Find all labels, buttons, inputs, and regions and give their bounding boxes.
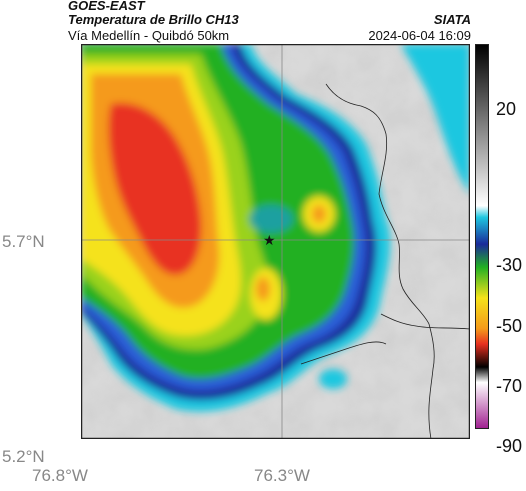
map-frame xyxy=(81,44,470,439)
colorbar-tick-minus50: -50 xyxy=(496,316,523,336)
timestamp-label: 2024-06-04 16:09 xyxy=(368,28,471,43)
lat-label-5-2: 5.2°N xyxy=(2,447,45,466)
lat-label-5-7: 5.7°N xyxy=(2,232,45,251)
satellite-title: GOES-EAST xyxy=(68,0,145,13)
colorbar-tick-minus30: -30 xyxy=(496,255,523,275)
product-title: Temperatura de Brillo CH13 xyxy=(68,12,239,27)
brightness-temperature-map: ★ xyxy=(81,44,470,439)
colorbar-tick-minus90: -90 xyxy=(496,436,523,456)
star-icon: ★ xyxy=(263,233,276,249)
region-subtitle: Vía Medellín - Quibdó 50km xyxy=(68,28,230,43)
organization-label: SIATA xyxy=(433,12,471,27)
colorbar xyxy=(475,44,489,429)
colorbar-tick-minus70: -70 xyxy=(496,376,523,396)
lon-label-76-3: 76.3°W xyxy=(254,466,310,485)
border-lines xyxy=(300,83,470,439)
colorbar-tick-20: 20 xyxy=(496,99,517,119)
lon-label-76-8: 76.8°W xyxy=(32,466,88,485)
